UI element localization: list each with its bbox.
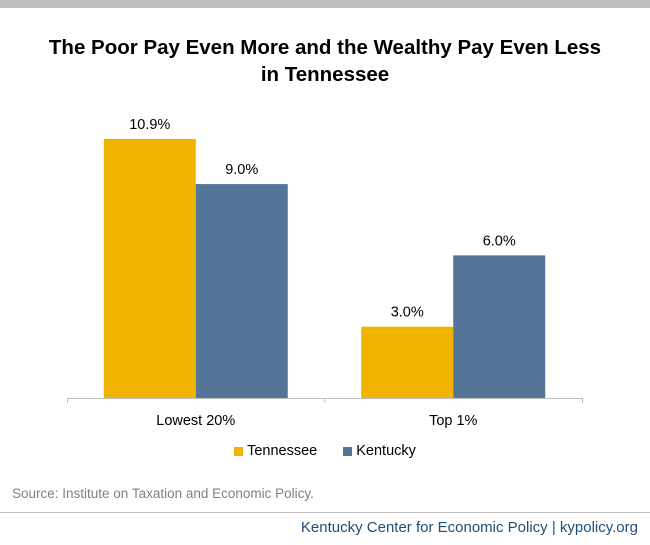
x-tick-label-1: Lowest 20% xyxy=(156,413,235,429)
footer-credit: Kentucky Center for Economic Policy | ky… xyxy=(300,519,638,536)
top-border-bar xyxy=(0,0,650,8)
data-label-tennessee-1: 10.9% xyxy=(129,117,170,133)
legend-swatch-tennessee xyxy=(234,446,244,456)
legend-item-tennessee: Tennessee xyxy=(234,443,317,459)
legend: Tennessee Kentucky xyxy=(0,443,650,459)
x-tick-label-2: Top 1% xyxy=(429,413,477,429)
bar-kentucky-1 xyxy=(195,184,288,398)
legend-label-kentucky: Kentucky xyxy=(356,443,416,459)
bar-tennessee-2 xyxy=(361,326,454,398)
footer-divider xyxy=(0,512,650,513)
legend-label-tennessee: Tennessee xyxy=(247,443,318,459)
legend-swatch-kentucky xyxy=(343,446,353,456)
data-label-tennessee-2: 3.0% xyxy=(391,305,424,321)
source-note: Source: Institute on Taxation and Econom… xyxy=(12,486,314,501)
chart-title-line-2: in Tennessee xyxy=(260,63,390,86)
bar-kentucky-2 xyxy=(453,255,546,398)
bar-tennessee-1 xyxy=(103,138,196,398)
chart-title-line-1: The Poor Pay Even More and the Wealthy P… xyxy=(48,36,602,59)
data-label-kentucky-1: 9.0% xyxy=(225,162,258,178)
chart-title: The Poor Pay Even More and the Wealthy P… xyxy=(0,34,650,88)
data-label-kentucky-2: 6.0% xyxy=(483,233,516,249)
legend-item-kentucky: Kentucky xyxy=(343,443,416,459)
